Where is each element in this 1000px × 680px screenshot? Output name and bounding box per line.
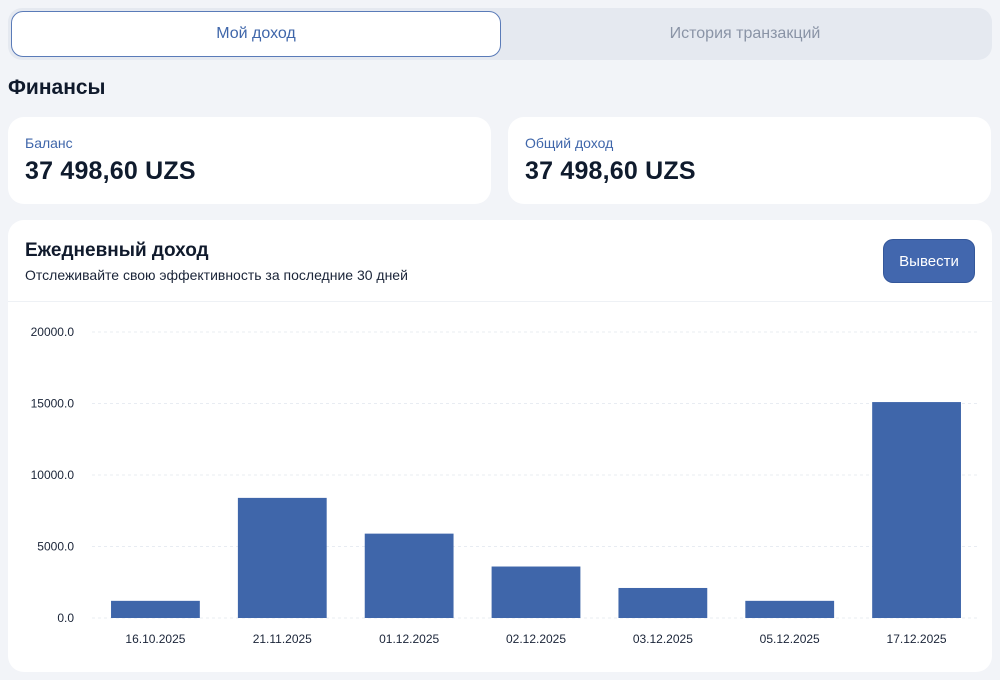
bar-02.12.2025[interactable] <box>491 566 581 618</box>
bar-03.12.2025[interactable] <box>618 587 708 618</box>
tab-transaction-history[interactable]: История транзакций <box>669 25 821 42</box>
x-tick-label: 03.12.2025 <box>633 632 693 646</box>
bar-21.11.2025[interactable] <box>237 497 327 618</box>
total-income-card: Общий доход 37 498,60 UZS <box>508 117 991 204</box>
withdraw-button[interactable]: Вывести <box>883 239 975 283</box>
y-tick-label: 20000.0 <box>31 325 75 339</box>
x-tick-label: 16.10.2025 <box>125 632 185 646</box>
chart-subtitle: Отслеживайте свою эффективность за после… <box>25 267 408 283</box>
total-income-label: Общий доход <box>525 135 614 151</box>
bar-05.12.2025[interactable] <box>745 600 835 618</box>
daily-income-chart: 0.0 5000.0 10000.0 15000.0 20000.0 16.10.2025… <box>31 325 980 646</box>
chart-divider <box>8 301 992 302</box>
x-tick-label: 05.12.2025 <box>760 632 820 646</box>
balance-card: Баланс 37 498,60 UZS <box>8 117 491 204</box>
tab-my-income[interactable]: Мой доход <box>11 11 501 57</box>
total-income-value: 37 498,60 UZS <box>525 157 696 185</box>
bar-17.12.2025[interactable] <box>872 402 961 618</box>
x-tick-label: 02.12.2025 <box>506 632 566 646</box>
balance-label: Баланс <box>25 135 73 151</box>
x-tick-label: 21.11.2025 <box>253 632 312 646</box>
y-tick-label: 5000.0 <box>37 540 74 554</box>
chart-title: Ежедневный доход <box>25 240 209 261</box>
daily-income-card: Ежедневный доход Отслеживайте свою эффек… <box>8 220 992 672</box>
x-tick-label: 01.12.2025 <box>379 632 439 646</box>
bar-01.12.2025[interactable] <box>364 533 454 618</box>
bar-16.10.2025[interactable] <box>111 600 200 618</box>
y-tick-label: 15000.0 <box>31 397 75 411</box>
tab-bar: Мой доход История транзакций <box>8 8 992 60</box>
x-tick-label: 17.12.2025 <box>887 632 947 646</box>
y-tick-label: 10000.0 <box>31 468 75 482</box>
y-tick-label: 0.0 <box>57 611 74 625</box>
page-title: Финансы <box>8 76 106 99</box>
balance-value: 37 498,60 UZS <box>25 157 196 185</box>
